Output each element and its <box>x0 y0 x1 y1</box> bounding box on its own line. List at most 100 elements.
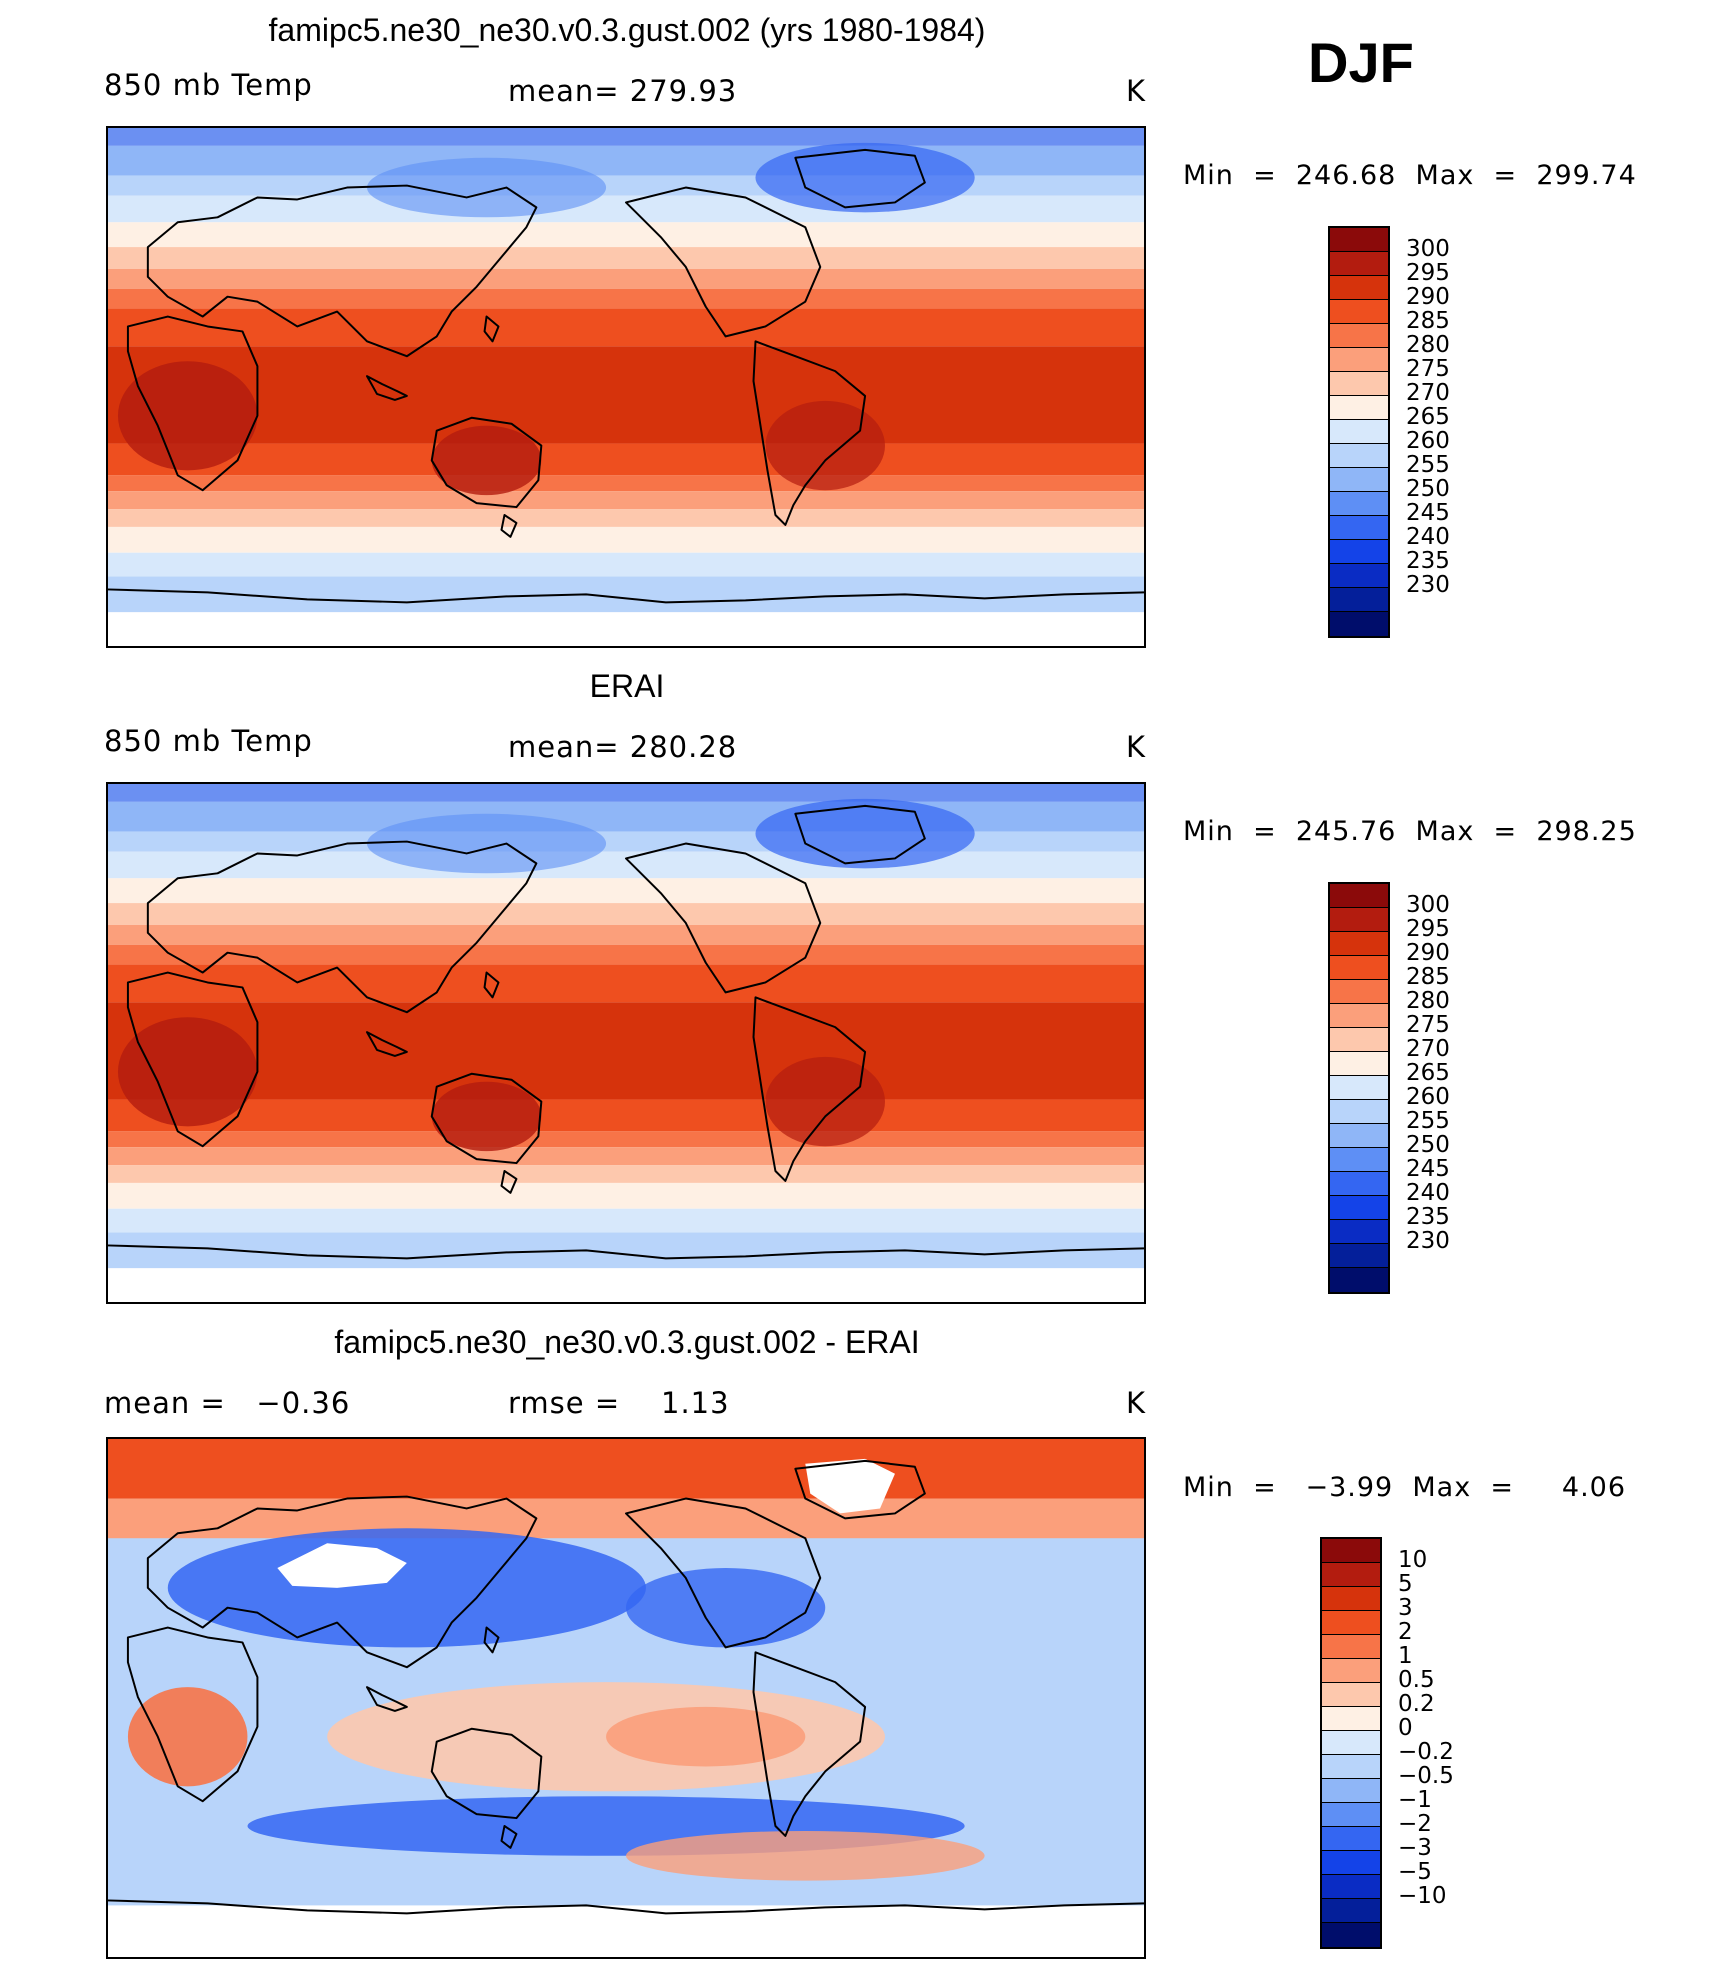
temperature-band <box>108 475 1144 492</box>
coastline <box>500 1825 518 1849</box>
coastline <box>366 1031 408 1057</box>
units-label: K <box>1126 1386 1147 1420</box>
colorbar-segment <box>1322 1659 1380 1683</box>
colorbar-segment <box>1330 540 1388 564</box>
coastline <box>794 804 926 865</box>
colorbar-segment <box>1322 1635 1380 1659</box>
colorbar-tick-label: 230 <box>1406 572 1450 598</box>
colorbar-tick-label: 295 <box>1406 260 1450 286</box>
min-value: −3.99 <box>1305 1472 1394 1503</box>
units-label: K <box>1126 730 1147 764</box>
colorbar-segment <box>1330 1196 1388 1220</box>
temperature-band <box>108 1099 1144 1132</box>
colorbar-tick-label: 250 <box>1406 476 1450 502</box>
warm-region <box>765 400 885 491</box>
colorbar-tick-label: −10 <box>1398 1883 1447 1909</box>
colorbar-segment <box>1322 1539 1380 1563</box>
colorbar-segment <box>1330 1052 1388 1076</box>
colorbar-tick-label: 260 <box>1406 428 1450 454</box>
colorbar-tick-label: 240 <box>1406 1180 1450 1206</box>
temperature-band <box>108 878 1144 904</box>
colorbar-segment <box>1322 1851 1380 1875</box>
colorbar-tick-label: −3 <box>1398 1835 1432 1861</box>
max-value: 299.74 <box>1536 160 1637 191</box>
map-panel-obs <box>106 782 1146 1304</box>
coastline <box>108 1899 1144 1915</box>
colorbar-segment <box>1330 1076 1388 1100</box>
season-label: DJF <box>1308 31 1414 94</box>
temperature-band <box>108 924 1144 945</box>
temperature-band <box>108 1131 1144 1148</box>
colorbar-segment <box>1322 1611 1380 1635</box>
colorbar-segment <box>1330 1028 1388 1052</box>
panel-title: ERAI <box>589 668 665 704</box>
diff-band <box>108 1498 1144 1539</box>
coastline <box>146 184 538 358</box>
temperature-band <box>108 526 1144 553</box>
max-value: 298.25 <box>1536 816 1637 847</box>
coastline <box>483 315 500 343</box>
colorbar-segment <box>1330 228 1388 252</box>
warm-region <box>765 1056 885 1147</box>
colorbar-tick-label: 300 <box>1406 892 1450 918</box>
coastline <box>126 1626 259 1803</box>
colorbar-segment <box>1330 908 1388 932</box>
rmse-label: rmse = 1.13 <box>508 1386 730 1420</box>
colorbar-segment <box>1322 1803 1380 1827</box>
positive-anomaly <box>327 1682 886 1792</box>
coastline <box>108 588 1144 604</box>
temperature-band <box>108 1165 1144 1183</box>
mean-value: 279.93 <box>629 74 738 108</box>
panel-title: famipc5.ne30_ne30.v0.3.gust.002 - ERAI <box>334 1324 920 1360</box>
coastline <box>126 315 259 492</box>
colorbar-tick-label: 285 <box>1406 308 1450 334</box>
coastline <box>794 1459 926 1520</box>
panel-title: famipc5.ne30_ne30.v0.3.gust.002 (yrs 198… <box>268 12 986 48</box>
colorbar-segment <box>1330 324 1388 348</box>
colorbar-tick-label: −0.2 <box>1398 1739 1454 1765</box>
cold-region <box>367 157 607 218</box>
colorbar-segment <box>1330 884 1388 908</box>
colorbar-tick-label: 235 <box>1406 1204 1450 1230</box>
positive-anomaly <box>606 1706 806 1767</box>
coastline <box>430 1072 543 1165</box>
temperature-band <box>108 831 1144 852</box>
colorbar-segment <box>1330 1244 1388 1268</box>
cold-region <box>755 142 975 213</box>
colorbar-segment <box>1322 1707 1380 1731</box>
temperature-band <box>108 1182 1144 1209</box>
coastline <box>625 1497 822 1649</box>
colorbar <box>1328 226 1390 638</box>
coastline <box>366 375 408 401</box>
colorbar-tick-label: 300 <box>1406 236 1450 262</box>
temperature-band <box>108 175 1144 196</box>
temperature-band <box>108 128 1144 146</box>
coastline <box>625 842 822 994</box>
colorbar-tick-label: 2 <box>1398 1619 1413 1645</box>
warm-region <box>117 361 258 471</box>
min-value: 246.68 <box>1295 160 1397 191</box>
coastline <box>752 996 867 1182</box>
warm-region <box>431 1081 542 1152</box>
colorbar-segment <box>1330 516 1388 540</box>
map-panel-model <box>106 126 1146 648</box>
colorbar-tick-label: 230 <box>1406 1228 1450 1254</box>
temperature-band <box>108 509 1144 527</box>
colorbar-tick-label: 265 <box>1406 1060 1450 1086</box>
colorbar-tick-label: 255 <box>1406 1108 1450 1134</box>
colorbar-tick-label: 1 <box>1398 1643 1413 1669</box>
colorbar-tick-label: 270 <box>1406 380 1450 406</box>
colorbar-tick-label: 270 <box>1406 1036 1450 1062</box>
mean-label: mean= 279.93 <box>508 74 738 108</box>
colorbar-tick-label: 290 <box>1406 284 1450 310</box>
colorbar-tick-label: 0 <box>1398 1715 1413 1741</box>
colorbar-segment <box>1330 932 1388 956</box>
coastline <box>500 1170 518 1194</box>
colorbar-tick-label: 295 <box>1406 916 1450 942</box>
colorbar-tick-label: 3 <box>1398 1595 1413 1621</box>
colorbar-tick-label: 285 <box>1406 964 1450 990</box>
colorbar-segment <box>1330 612 1388 636</box>
colorbar-tick-label: 250 <box>1406 1132 1450 1158</box>
colorbar-segment <box>1330 468 1388 492</box>
min-max-readout: Min = 246.68 Max = 299.74 <box>1183 160 1637 191</box>
